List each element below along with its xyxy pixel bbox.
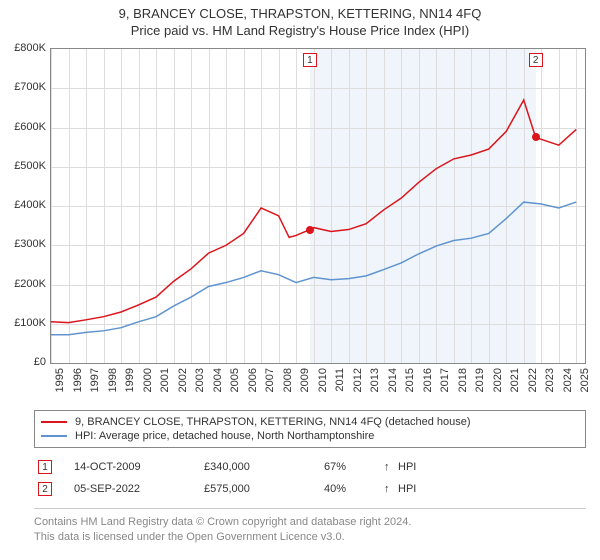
- xtick-label: 2010: [317, 368, 329, 392]
- xtick-label: 2022: [527, 368, 539, 392]
- transaction-vs: HPI: [398, 483, 438, 495]
- ytick-label: £800K: [0, 42, 46, 54]
- xtick-label: 2023: [544, 368, 556, 392]
- transaction-marker: 2: [38, 482, 52, 496]
- xtick-label: 2012: [352, 368, 364, 392]
- ytick-label: £0: [0, 356, 46, 368]
- ytick-label: £700K: [0, 81, 46, 93]
- xtick-label: 2024: [562, 368, 574, 392]
- legend-label: HPI: Average price, detached house, Nort…: [75, 430, 374, 442]
- xtick-label: 1997: [89, 368, 101, 392]
- legend-item: 9, BRANCEY CLOSE, THRAPSTON, KETTERING, …: [41, 415, 579, 429]
- xtick-label: 1999: [124, 368, 136, 392]
- xtick-label: 2008: [282, 368, 294, 392]
- xtick-label: 2017: [439, 368, 451, 392]
- transaction-pct: 67%: [324, 461, 384, 473]
- xtick-label: 2015: [404, 368, 416, 392]
- arrow-up-icon: ↑: [384, 461, 398, 473]
- series-hpi: [51, 202, 576, 335]
- xtick-label: 2011: [334, 368, 346, 392]
- xtick-label: 2003: [194, 368, 206, 392]
- xtick-label: 2007: [264, 368, 276, 392]
- xtick-label: 2000: [142, 368, 154, 392]
- footer-line-1: Contains HM Land Registry data © Crown c…: [34, 515, 586, 530]
- transaction-marker: 1: [38, 460, 52, 474]
- footer-line-2: This data is licensed under the Open Gov…: [34, 530, 586, 545]
- xtick-label: 2025: [579, 368, 591, 392]
- series-property: [51, 100, 576, 323]
- legend: 9, BRANCEY CLOSE, THRAPSTON, KETTERING, …: [34, 410, 586, 448]
- legend-item: HPI: Average price, detached house, Nort…: [41, 429, 579, 443]
- xtick-label: 2004: [212, 368, 224, 392]
- xtick-label: 2002: [177, 368, 189, 392]
- transaction-pct: 40%: [324, 483, 384, 495]
- legend-swatch: [41, 435, 67, 437]
- xtick-label: 2001: [159, 368, 171, 392]
- transaction-row: 1 14-OCT-2009£340,00067%↑HPI: [34, 456, 586, 478]
- xtick-label: 2013: [369, 368, 381, 392]
- ytick-label: £400K: [0, 199, 46, 211]
- transaction-vs: HPI: [398, 461, 438, 473]
- marker-label-2: 2: [529, 53, 543, 67]
- xtick-label: 1998: [107, 368, 119, 392]
- xtick-label: 2019: [474, 368, 486, 392]
- transaction-table: 1 14-OCT-2009£340,00067%↑HPI 2 05-SEP-2022£…: [34, 456, 586, 500]
- xtick-label: 2006: [247, 368, 259, 392]
- ytick-label: £300K: [0, 238, 46, 250]
- marker-dot-2: [532, 133, 540, 141]
- legend-label: 9, BRANCEY CLOSE, THRAPSTON, KETTERING, …: [75, 416, 471, 428]
- transaction-row: 2 05-SEP-2022£575,00040%↑HPI: [34, 478, 586, 500]
- marker-dot-1: [306, 226, 314, 234]
- xtick-label: 1996: [72, 368, 84, 392]
- xtick-label: 1995: [54, 368, 66, 392]
- xtick-label: 2020: [492, 368, 504, 392]
- legend-swatch: [41, 421, 67, 423]
- ytick-label: £200K: [0, 278, 46, 290]
- chart-subtitle: Price paid vs. HM Land Registry's House …: [0, 21, 600, 42]
- footer: Contains HM Land Registry data © Crown c…: [34, 508, 586, 545]
- marker-label-1: 1: [303, 53, 317, 67]
- arrow-up-icon: ↑: [384, 483, 398, 495]
- xtick-label: 2021: [509, 368, 521, 392]
- ytick-label: £600K: [0, 121, 46, 133]
- xtick-label: 2016: [422, 368, 434, 392]
- chart-plot-area: 12: [50, 48, 586, 364]
- ytick-label: £100K: [0, 317, 46, 329]
- xtick-label: 2005: [229, 368, 241, 392]
- transaction-date: 05-SEP-2022: [74, 483, 204, 495]
- xtick-label: 2009: [299, 368, 311, 392]
- xtick-label: 2014: [387, 368, 399, 392]
- transaction-date: 14-OCT-2009: [74, 461, 204, 473]
- chart-lines: [51, 49, 585, 363]
- transaction-price: £340,000: [204, 461, 324, 473]
- chart-title: 9, BRANCEY CLOSE, THRAPSTON, KETTERING, …: [0, 0, 600, 21]
- transaction-price: £575,000: [204, 483, 324, 495]
- xtick-label: 2018: [457, 368, 469, 392]
- ytick-label: £500K: [0, 160, 46, 172]
